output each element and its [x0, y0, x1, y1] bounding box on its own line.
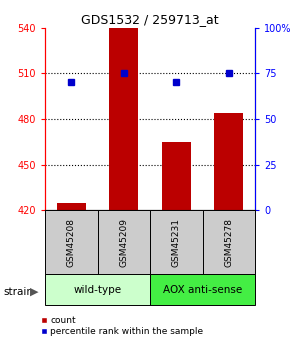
- Legend: count, percentile rank within the sample: count, percentile rank within the sample: [40, 316, 204, 336]
- Bar: [150, 274, 255, 305]
- Text: GSM45209: GSM45209: [119, 218, 128, 267]
- Bar: [109, 28, 138, 210]
- Bar: [45, 274, 150, 305]
- Text: GSM45208: GSM45208: [67, 218, 76, 267]
- Text: wild-type: wild-type: [74, 285, 122, 295]
- Bar: [214, 113, 243, 210]
- Text: GSM45278: GSM45278: [224, 218, 233, 267]
- Bar: [57, 203, 86, 210]
- Text: AOX anti-sense: AOX anti-sense: [163, 285, 242, 295]
- Bar: [202, 210, 255, 274]
- Bar: [98, 210, 150, 274]
- Text: ▶: ▶: [30, 287, 39, 296]
- Bar: [45, 210, 98, 274]
- Title: GDS1532 / 259713_at: GDS1532 / 259713_at: [81, 13, 219, 27]
- Bar: [150, 210, 202, 274]
- Bar: [162, 142, 191, 210]
- Text: GSM45231: GSM45231: [172, 218, 181, 267]
- Text: strain: strain: [3, 287, 33, 296]
